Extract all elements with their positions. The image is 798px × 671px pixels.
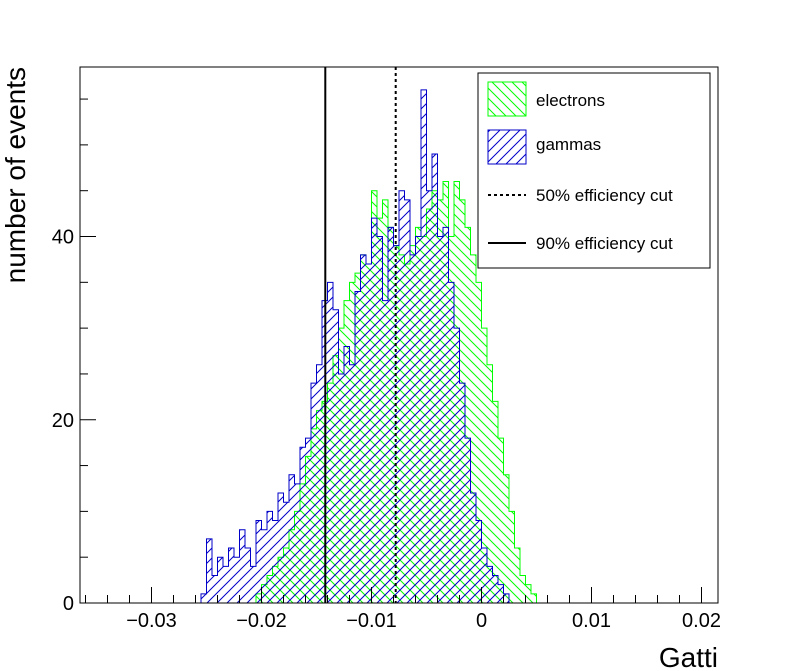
- x-tick-label: 0.01: [572, 610, 611, 632]
- gammas-bar: [366, 263, 372, 603]
- gammas-bar: [294, 483, 300, 603]
- x-tick-label: −0.02: [236, 610, 287, 632]
- gammas-bar: [443, 227, 449, 603]
- gammas-bar: [338, 373, 344, 603]
- gammas-bar: [437, 236, 443, 603]
- gammas-bar: [283, 502, 289, 603]
- gammas-bar: [355, 291, 361, 603]
- legend-90-cut-label: 90% efficiency cut: [536, 234, 673, 253]
- axis-ticks-layer: −0.03 −0.02 −0.01 0 0.01 0.02 0 20 40: [52, 98, 721, 632]
- gammas-bar: [250, 566, 256, 603]
- gammas-bar: [492, 575, 498, 603]
- gammas-bar: [382, 300, 388, 603]
- electrons-bar: [470, 254, 476, 603]
- gammas-bar: [349, 364, 355, 603]
- electrons-bar: [509, 511, 515, 603]
- electrons-bar: [498, 438, 504, 603]
- gammas-bar: [256, 520, 262, 603]
- gammas-bar: [421, 89, 427, 603]
- gammas-bar: [239, 529, 245, 603]
- electrons-bar: [465, 227, 471, 603]
- gammas-outline: [200, 89, 510, 603]
- y-tick-label: 0: [63, 593, 74, 615]
- gammas-bar: [399, 190, 405, 603]
- electrons-bar: [481, 328, 487, 603]
- gammas-bar: [503, 593, 509, 603]
- gammas-bar: [426, 190, 432, 603]
- gammas-bar: [212, 575, 218, 603]
- cut-lines-layer: [324, 67, 397, 603]
- gammas-bar: [245, 548, 251, 603]
- gammas-bar: [344, 346, 350, 603]
- gammas-bar: [217, 557, 223, 603]
- gammas-bar: [278, 493, 284, 603]
- x-axis-title: Gatti: [659, 642, 718, 671]
- gammas-bar: [228, 548, 234, 603]
- gammas-bar: [333, 309, 339, 603]
- gammas-bar: [448, 282, 454, 603]
- legend-50-cut-label: 50% efficiency cut: [536, 186, 673, 205]
- gammas-bar: [316, 364, 322, 603]
- gammas-bar: [498, 584, 504, 603]
- gammas-series: [200, 89, 510, 603]
- plot-frame: [79, 66, 719, 604]
- legend-electrons-label: electrons: [536, 91, 605, 110]
- gammas-bar: [201, 593, 207, 603]
- y-axis-title: number of events: [0, 67, 31, 283]
- gammas-bar: [415, 236, 421, 603]
- legend-gammas-swatch: [487, 129, 527, 165]
- gammas-bar: [404, 199, 410, 603]
- x-tick-label: 0.02: [682, 610, 721, 632]
- gammas-bar: [470, 493, 476, 603]
- gammas-bar: [393, 245, 399, 603]
- gammas-bar: [223, 566, 229, 603]
- gammas-bar: [272, 520, 278, 603]
- gammas-bar: [459, 383, 465, 603]
- gammas-bar: [360, 254, 366, 603]
- gammas-bar: [234, 557, 240, 603]
- x-tick-label: 0: [476, 610, 487, 632]
- y-tick-label: 40: [52, 227, 74, 249]
- legend-electrons-swatch: [487, 81, 527, 117]
- electrons-bar: [487, 364, 493, 603]
- gammas-bar: [481, 548, 487, 603]
- gammas-bar: [327, 282, 333, 603]
- gammas-bar: [476, 520, 482, 603]
- gammas-bar: [289, 474, 295, 603]
- electrons-bar: [525, 584, 531, 603]
- electrons-bar: [503, 474, 509, 603]
- gammas-bar: [311, 383, 317, 603]
- electrons-bar: [514, 548, 520, 603]
- gammas-bar: [487, 566, 493, 603]
- gammas-bar: [261, 529, 267, 603]
- series-layer: [200, 89, 537, 603]
- x-tick-label: −0.03: [126, 610, 177, 632]
- x-tick-label: −0.01: [346, 610, 397, 632]
- gammas-bar: [267, 511, 273, 603]
- gammas-bar: [300, 447, 306, 603]
- gammas-bar: [465, 438, 471, 603]
- gammas-bar: [432, 154, 438, 603]
- y-tick-label: 20: [52, 410, 74, 432]
- gammas-bar: [388, 227, 394, 603]
- gammas-bar: [206, 538, 212, 603]
- electrons-bar: [520, 575, 526, 603]
- gammas-bar: [454, 328, 460, 603]
- electrons-bar: [531, 593, 537, 603]
- electrons-bar: [492, 401, 498, 603]
- gammas-bar: [377, 236, 383, 603]
- legend-gammas-label: gammas: [536, 135, 601, 154]
- legend: electrons gammas 50% efficiency cut 90% …: [477, 72, 711, 269]
- electrons-bar: [476, 282, 482, 603]
- gammas-bar: [305, 438, 311, 603]
- gammas-bar: [410, 254, 416, 603]
- gammas-bar: [371, 218, 377, 603]
